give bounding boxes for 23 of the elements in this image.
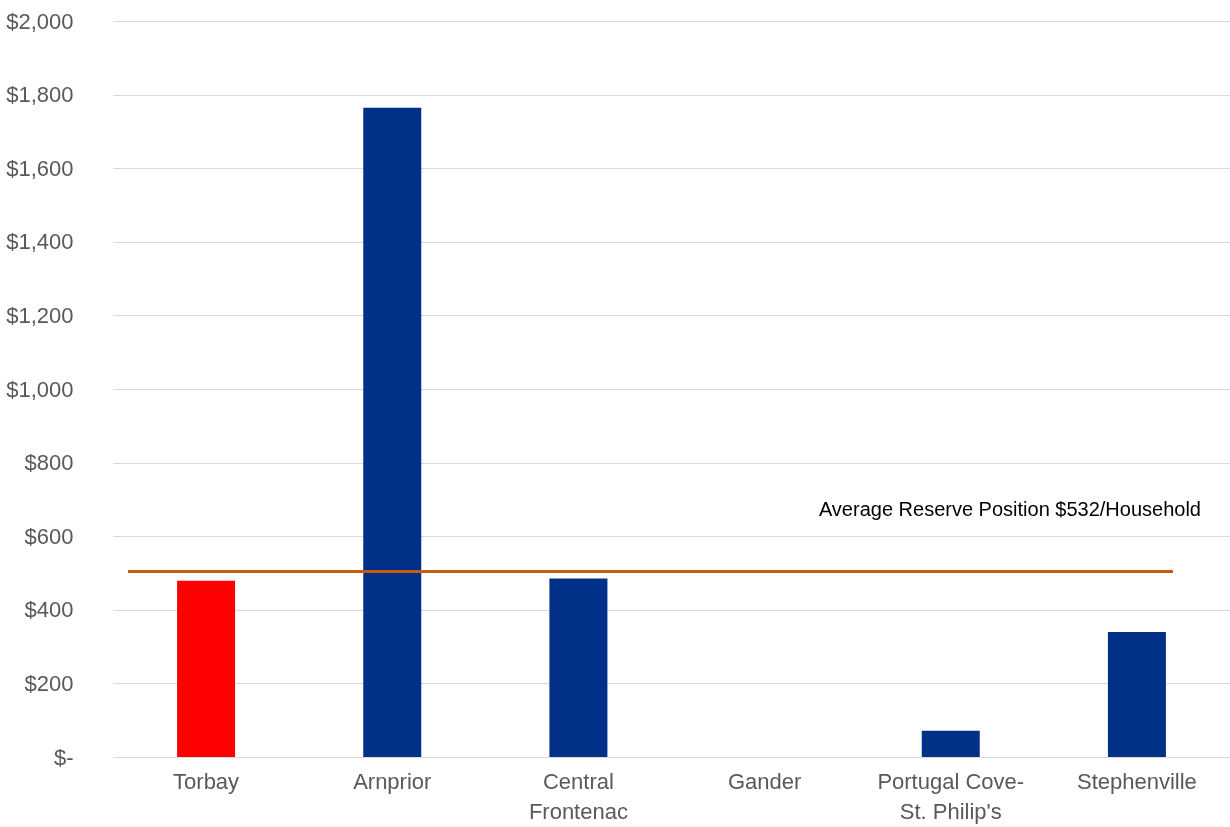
y-tick-label: $1,200 xyxy=(6,302,74,328)
x-tick-label: Arnprior xyxy=(353,768,432,794)
x-tick-label: Portugal Cove- St. Philip's xyxy=(877,768,1025,824)
y-tick-label: $1,600 xyxy=(6,155,74,181)
y-tick-label: $- xyxy=(53,744,74,770)
bar xyxy=(921,730,980,757)
y-tick-label: $1,000 xyxy=(6,376,74,402)
y-tick-label: $800 xyxy=(24,450,74,476)
y-tick-label: $400 xyxy=(24,597,74,623)
y-tick-label: $200 xyxy=(24,670,74,696)
y-tick-label: $600 xyxy=(24,523,74,549)
x-tick-label: Stephenville xyxy=(1076,768,1197,794)
bar xyxy=(1107,631,1166,757)
bar xyxy=(363,107,422,757)
bar xyxy=(177,580,236,757)
y-tick-label: $2,000 xyxy=(6,8,74,34)
x-tick-label: Gander xyxy=(727,768,802,794)
bar xyxy=(549,578,608,757)
x-tick-label: Central Frontenac xyxy=(528,768,628,824)
y-tick-label: $1,800 xyxy=(6,82,74,108)
y-tick-label: $1,400 xyxy=(6,229,74,255)
x-tick-label: Torbay xyxy=(173,768,240,794)
ref-line-label: Average Reserve Position $532/Household xyxy=(818,497,1201,520)
